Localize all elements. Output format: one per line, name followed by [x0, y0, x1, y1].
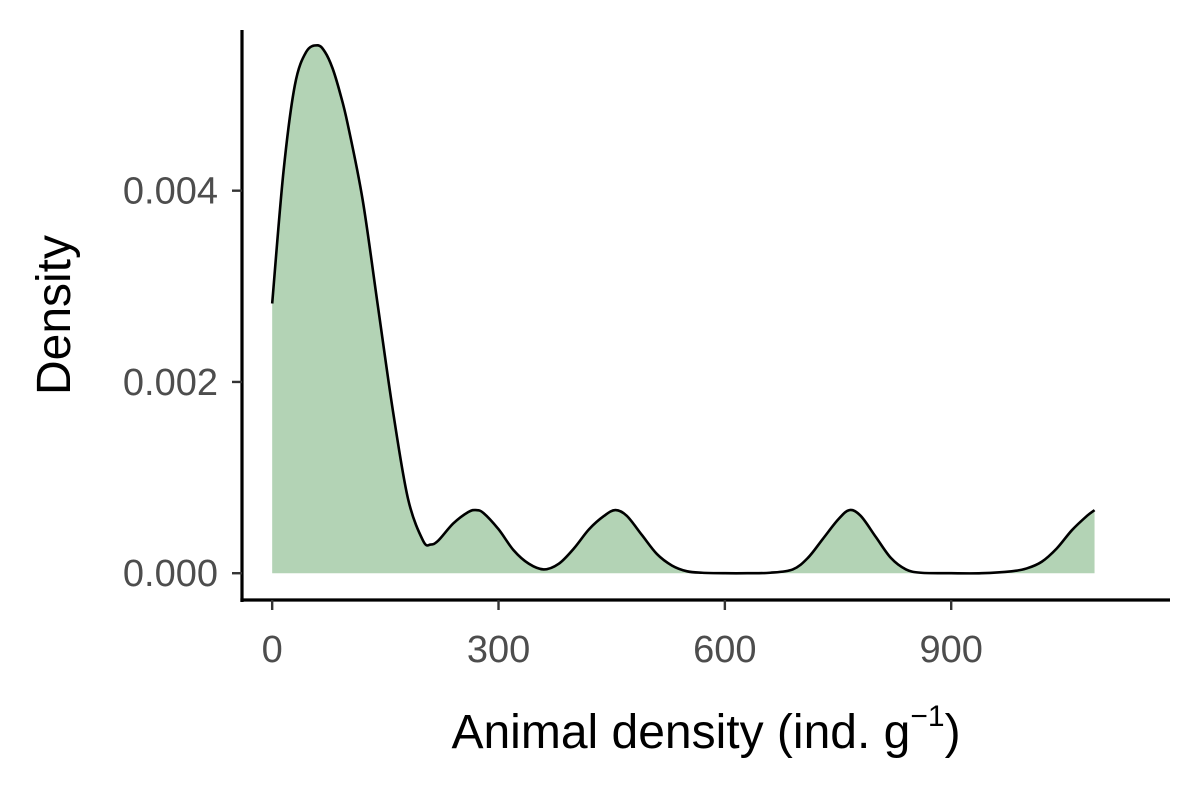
y-tick-label: 0.000	[123, 553, 218, 595]
x-axis-title: Animal density (ind. g−1)	[451, 700, 960, 759]
x-tick-label: 600	[693, 629, 756, 671]
y-axis-ticks: 0.000 0.002 0.004	[123, 171, 242, 595]
x-tick-label: 300	[467, 629, 530, 671]
y-tick-label: 0.002	[123, 362, 218, 404]
x-axis-title-superscript: −1	[910, 700, 944, 733]
density-curve-line	[270, 44, 1096, 575]
x-tick-label: 900	[920, 629, 983, 671]
density-area-fill	[272, 45, 1095, 574]
x-tick-label: 0	[262, 629, 283, 671]
y-tick-label: 0.004	[123, 171, 218, 213]
x-axis-ticks: 0 300 600 900	[262, 600, 983, 671]
x-axis-title-suffix: )	[945, 706, 961, 759]
y-axis-title: Density	[28, 235, 81, 395]
